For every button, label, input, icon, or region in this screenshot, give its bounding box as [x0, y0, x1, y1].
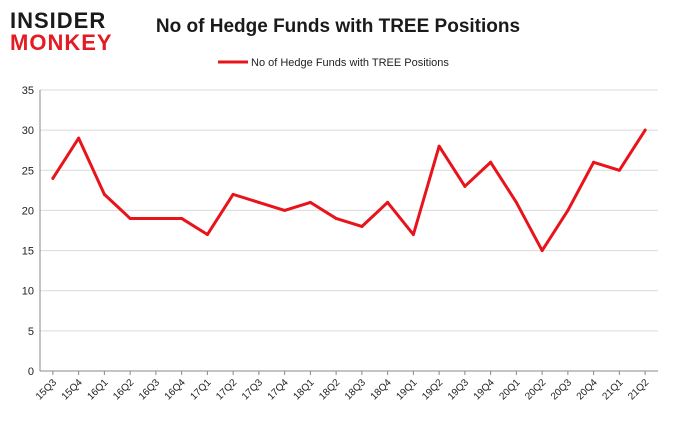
x-tick-label: 20Q4 — [575, 377, 600, 402]
data-point — [257, 200, 261, 204]
x-tick-label: 17Q1 — [188, 377, 213, 402]
logo-line-1: INSIDER — [10, 8, 106, 33]
y-tick-label: 5 — [28, 326, 34, 338]
x-tick-label: 20Q3 — [549, 377, 574, 402]
data-point — [102, 192, 106, 196]
x-tick-label: 19Q3 — [446, 377, 471, 402]
y-tick-label: 35 — [22, 85, 34, 97]
x-tick-label: 17Q2 — [214, 377, 239, 402]
x-tick-label: 19Q4 — [472, 377, 497, 402]
x-tick-label: 20Q1 — [497, 377, 522, 402]
data-point — [154, 216, 158, 220]
legend: No of Hedge Funds with TREE Positions — [218, 57, 449, 69]
chart-title: No of Hedge Funds with TREE Positions — [156, 16, 520, 37]
data-point — [540, 249, 544, 253]
data-point — [489, 160, 493, 164]
y-tick-label: 25 — [22, 165, 34, 177]
data-point — [386, 200, 390, 204]
x-tick-label: 21Q1 — [600, 377, 625, 402]
data-point — [77, 136, 81, 140]
data-point — [180, 216, 184, 220]
x-tick-label: 17Q4 — [266, 377, 291, 402]
x-tick-label: 19Q1 — [394, 377, 419, 402]
data-point — [643, 128, 647, 132]
data-point — [283, 208, 287, 212]
y-axis-ticks: 0 5 10 15 20 25 30 35 — [22, 85, 34, 378]
data-point — [463, 184, 467, 188]
x-tick-label: 18Q3 — [343, 377, 368, 402]
x-tick-label: 18Q1 — [291, 377, 316, 402]
data-point — [231, 192, 235, 196]
data-point — [51, 176, 55, 180]
logo-line-2: MONKEY — [10, 30, 113, 55]
x-tick-label: 21Q2 — [626, 377, 651, 402]
data-point — [592, 160, 596, 164]
y-tick-label: 30 — [22, 125, 34, 137]
x-tick-label: 16Q4 — [163, 377, 188, 402]
x-tick-label: 16Q3 — [137, 377, 162, 402]
data-point — [334, 216, 338, 220]
x-tick-label: 19Q2 — [420, 377, 445, 402]
x-tick-label: 16Q1 — [85, 377, 110, 402]
data-point — [617, 168, 621, 172]
data-point — [128, 216, 132, 220]
y-tick-label: 15 — [22, 246, 34, 258]
y-tick-label: 20 — [22, 205, 34, 217]
data-point — [514, 200, 518, 204]
data-point — [360, 224, 364, 228]
y-tick-label: 0 — [28, 366, 34, 378]
insider-monkey-logo: INSIDER MONKEY — [10, 8, 113, 55]
data-point — [308, 200, 312, 204]
data-point — [437, 144, 441, 148]
data-point — [566, 208, 570, 212]
x-tick-label: 16Q2 — [111, 377, 136, 402]
x-tick-label: 18Q2 — [317, 377, 342, 402]
x-tick-label: 15Q4 — [60, 377, 85, 402]
x-axis-ticks: 15Q3 15Q4 16Q1 16Q2 16Q3 16Q4 17Q1 17Q2 17Q3 17Q4… — [34, 371, 652, 402]
x-tick-label: 20Q2 — [523, 377, 548, 402]
x-tick-label: 18Q4 — [369, 377, 394, 402]
series-layer — [51, 128, 647, 253]
grid — [40, 89, 658, 332]
x-tick-label: 15Q3 — [34, 377, 59, 402]
data-point — [205, 233, 209, 237]
legend-label: No of Hedge Funds with TREE Positions — [251, 57, 449, 69]
series-line — [51, 128, 647, 253]
y-tick-label: 10 — [22, 286, 34, 298]
data-point — [411, 233, 415, 237]
x-tick-label: 17Q3 — [240, 377, 265, 402]
